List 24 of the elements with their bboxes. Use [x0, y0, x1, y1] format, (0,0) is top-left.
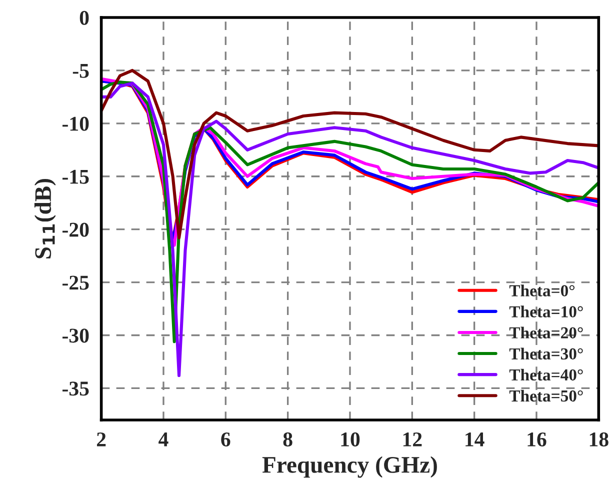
- y-tick-label: -10: [62, 116, 89, 131]
- legend-label: Theta=0°: [509, 284, 575, 296]
- y-tick-label: -5: [72, 64, 89, 78]
- legend-label: Theta=40°: [509, 368, 583, 381]
- y-tick-label: -35: [62, 382, 89, 396]
- legend-label: Theta=50°: [509, 390, 583, 402]
- x-axis-title: Frequency (GHz): [262, 456, 437, 478]
- y-tick-label: -25: [62, 276, 89, 290]
- x-tick-label: 10: [341, 432, 360, 446]
- y-tick-label: -30: [62, 328, 89, 343]
- x-tick-label: 18: [590, 432, 608, 446]
- x-tick-label: 2: [96, 432, 106, 446]
- legend-label: Theta=30°: [509, 348, 583, 360]
- x-tick-label: 4: [158, 432, 168, 446]
- x-tick-label: 6: [221, 432, 230, 446]
- x-tick-label: 12: [403, 432, 422, 446]
- y-tick-label: 0: [80, 10, 89, 25]
- y-axis-title: S$_{11}$(dB): [34, 179, 56, 258]
- x-tick-label: 14: [466, 432, 484, 446]
- legend-label: Theta=20°: [509, 326, 583, 338]
- y-tick-label: -15: [62, 170, 89, 184]
- y-tick-label: -20: [62, 222, 89, 237]
- x-tick-label: 16: [528, 432, 546, 446]
- x-tick-label: 8: [283, 432, 292, 446]
